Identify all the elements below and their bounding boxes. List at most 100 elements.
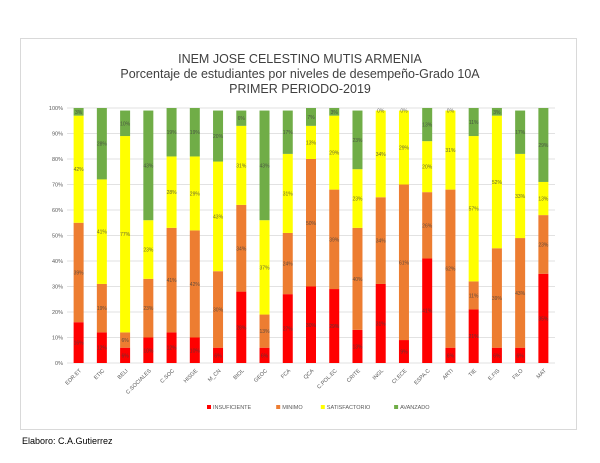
bar-segment: [259, 314, 270, 348]
bar-segment: [189, 230, 200, 338]
legend-swatch: [276, 405, 281, 409]
data-label: 3%: [331, 110, 339, 116]
bar-segment: [422, 108, 433, 142]
data-label: 41%: [167, 278, 178, 284]
bar-segment: [73, 222, 84, 323]
bar-segment: [398, 110, 409, 185]
data-label: 19%: [167, 130, 178, 136]
data-label: 23%: [143, 306, 154, 312]
data-label: 29%: [538, 143, 549, 149]
data-label: 28%: [167, 190, 178, 196]
bar-segment: [189, 108, 200, 157]
bar-segment: [282, 232, 293, 295]
data-label: 23%: [352, 197, 363, 203]
data-label: 6%: [121, 338, 129, 344]
data-label: 31%: [376, 321, 387, 327]
x-tick-label: FILO: [512, 368, 525, 381]
y-tick-label: 10%: [52, 336, 63, 342]
data-label: 6%: [214, 353, 222, 359]
bar-segment: [538, 108, 549, 182]
data-label: 39%: [492, 296, 503, 302]
y-tick-label: 50%: [52, 234, 63, 240]
bar-segment: [306, 286, 316, 363]
data-label: 13%: [352, 344, 363, 350]
y-tick-label: 30%: [52, 285, 63, 291]
bar-segment: [538, 273, 549, 363]
data-label: 6%: [447, 353, 455, 359]
bar-segment: [120, 110, 131, 137]
data-label: 0%: [377, 109, 385, 115]
bar-segment: [143, 278, 154, 338]
data-label: 31%: [445, 148, 456, 154]
data-label: 13%: [260, 329, 271, 335]
bar-segment: [143, 110, 154, 221]
bar-segment: [398, 340, 409, 363]
data-label: 77%: [120, 232, 131, 238]
bar-segment: [491, 115, 502, 249]
bar-segment: [329, 108, 340, 116]
x-tick-label: ESPA.C: [413, 368, 431, 386]
bar-segment: [422, 192, 433, 259]
bar-segment: [306, 125, 316, 159]
data-label: 11%: [469, 293, 479, 299]
data-label: 16%: [74, 341, 85, 347]
data-label: 43%: [260, 163, 271, 169]
x-tick-label: ETIC: [93, 368, 106, 381]
data-label: 6%: [517, 353, 525, 359]
data-label: 34%: [376, 152, 387, 158]
x-tick-label: M_CN: [207, 368, 222, 383]
bar-segment: [329, 289, 340, 363]
bar-segment: [538, 181, 549, 216]
x-tick-label: TIE: [468, 368, 479, 379]
bar-segment: [143, 220, 154, 279]
bar-segment: [375, 197, 386, 284]
y-tick-label: 20%: [52, 310, 63, 316]
data-label: 39%: [329, 237, 340, 243]
y-tick-label: 60%: [52, 208, 63, 214]
data-label: 20%: [213, 134, 224, 140]
bar-segment: [73, 322, 84, 363]
legend-label: SATISFACTORIO: [327, 405, 371, 411]
data-label: 50%: [306, 221, 317, 227]
data-label: 0%: [447, 109, 455, 115]
data-label: 6%: [121, 353, 129, 359]
data-label: 3%: [75, 110, 83, 116]
x-tick-label: BELI: [117, 368, 130, 381]
bar-segment: [213, 161, 224, 272]
bar-segment: [329, 189, 340, 290]
data-label: 28%: [236, 325, 247, 331]
chart-title-line-3: PRIMER PERIODO-2019: [229, 82, 371, 96]
data-label: 62%: [445, 267, 456, 273]
data-label: 13%: [538, 197, 549, 203]
bar-segment: [96, 332, 107, 363]
chart-frame: [20, 38, 577, 430]
bar-segment: [468, 136, 479, 282]
bar-segment: [422, 258, 433, 363]
data-label: 10%: [120, 121, 131, 127]
x-tick-label: C.SOCIALES: [125, 368, 153, 396]
bar-segment: [468, 281, 479, 310]
data-label: 30%: [306, 323, 317, 329]
x-tick-label: GEOC: [253, 368, 269, 384]
bar-segment: [515, 347, 526, 363]
bar-segment: [120, 136, 131, 333]
data-label: 31%: [283, 191, 294, 197]
bar-segment: [445, 347, 456, 363]
data-label: 17%: [283, 130, 294, 136]
data-label: 39%: [74, 270, 85, 276]
data-label: 20%: [422, 165, 433, 171]
data-label: 61%: [399, 260, 410, 266]
data-label: 9%: [400, 350, 408, 356]
x-tick-label: MAT: [536, 368, 549, 381]
data-label: 42%: [74, 167, 85, 173]
bar-segment: [96, 179, 107, 284]
chart-title-line-1: INEM JOSE CELESTINO MUTIS ARMENIA: [178, 52, 422, 66]
legend-label: MINIMO: [282, 405, 303, 411]
bar-segment: [166, 108, 177, 157]
bar-segment: [538, 215, 549, 274]
data-label: 6%: [238, 116, 246, 122]
bar-segment: [468, 309, 479, 363]
bar-segment: [166, 332, 177, 363]
data-label: 28%: [97, 142, 108, 148]
